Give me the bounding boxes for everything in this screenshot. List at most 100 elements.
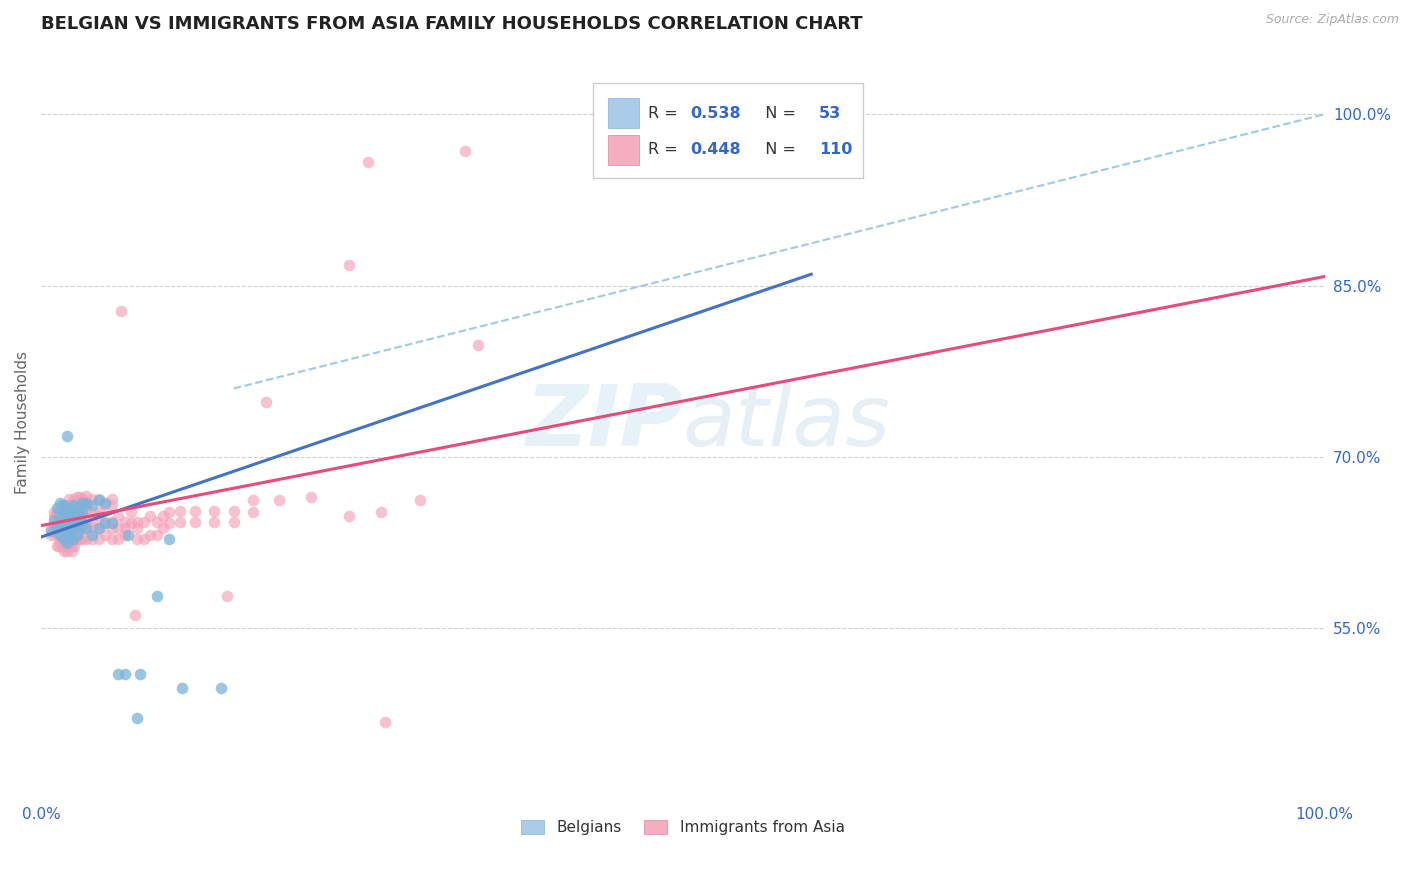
Point	[55, 533, 77, 547]
Point	[53, 533, 76, 547]
Point	[75, 498, 97, 512]
Point	[94, 515, 117, 529]
Point	[53, 533, 76, 547]
Point	[48, 518, 70, 533]
Point	[184, 515, 207, 529]
Point	[51, 498, 73, 512]
Point	[100, 515, 122, 529]
Point	[63, 533, 86, 547]
Point	[75, 521, 97, 535]
Point	[75, 515, 97, 529]
Point	[53, 525, 76, 540]
Point	[49, 527, 72, 541]
Point	[82, 492, 104, 507]
Point	[51, 525, 73, 540]
Point	[58, 501, 80, 516]
Point	[159, 533, 181, 547]
Point	[45, 501, 67, 516]
Point	[75, 505, 97, 519]
FancyBboxPatch shape	[609, 135, 640, 165]
Point	[100, 533, 122, 547]
Text: R =: R =	[648, 142, 683, 157]
Point	[127, 710, 149, 724]
Point	[107, 667, 129, 681]
Point	[82, 515, 104, 529]
Point	[357, 155, 380, 169]
Point	[42, 516, 65, 531]
Point	[55, 516, 77, 531]
Point	[409, 493, 432, 508]
Point	[53, 500, 76, 515]
Point	[87, 505, 110, 519]
Point	[145, 515, 167, 529]
Point	[42, 513, 65, 527]
FancyBboxPatch shape	[593, 83, 863, 178]
Point	[69, 521, 91, 535]
Point	[70, 505, 93, 519]
Point	[114, 515, 136, 529]
Point	[82, 521, 104, 535]
Point	[117, 527, 139, 541]
Point	[51, 539, 73, 553]
Point	[53, 507, 76, 521]
Text: ZIP: ZIP	[526, 381, 683, 464]
Point	[454, 144, 477, 158]
Point	[60, 533, 83, 547]
Point	[48, 525, 70, 540]
Point	[51, 533, 73, 547]
Point	[53, 538, 76, 552]
Point	[55, 535, 77, 549]
Point	[41, 527, 63, 541]
Point	[63, 539, 86, 553]
Text: 0.448: 0.448	[690, 142, 741, 157]
Point	[129, 667, 152, 681]
Point	[94, 527, 117, 541]
Point	[75, 521, 97, 535]
FancyBboxPatch shape	[609, 98, 640, 128]
Point	[87, 492, 110, 507]
Point	[75, 533, 97, 547]
Point	[58, 509, 80, 524]
Text: 0.538: 0.538	[690, 105, 741, 120]
Point	[63, 509, 86, 524]
Point	[55, 498, 77, 512]
Point	[53, 498, 76, 512]
Point	[145, 527, 167, 541]
Point	[66, 533, 89, 547]
Point	[114, 667, 136, 681]
Point	[107, 533, 129, 547]
Point	[242, 505, 264, 519]
Point	[42, 505, 65, 519]
Point	[53, 518, 76, 533]
Point	[132, 515, 155, 529]
Point	[374, 715, 396, 730]
Text: 110: 110	[818, 142, 852, 157]
Point	[114, 527, 136, 541]
Point	[222, 515, 245, 529]
Point	[58, 498, 80, 512]
Point	[62, 521, 84, 535]
Point	[70, 496, 93, 510]
Point	[49, 509, 72, 524]
Point	[299, 490, 322, 504]
Point	[51, 512, 73, 526]
Point	[169, 504, 191, 518]
Point	[127, 533, 149, 547]
Point	[55, 521, 77, 535]
Point	[100, 492, 122, 507]
Point	[70, 533, 93, 547]
Point	[45, 521, 67, 535]
Point	[60, 521, 83, 535]
Point	[62, 533, 84, 547]
Point	[159, 505, 181, 519]
Point	[132, 533, 155, 547]
Point	[120, 516, 142, 531]
Point	[87, 509, 110, 524]
Point	[58, 521, 80, 535]
Point	[48, 512, 70, 526]
Point	[55, 543, 77, 558]
Point	[127, 515, 149, 529]
Point	[114, 521, 136, 535]
Text: Source: ZipAtlas.com: Source: ZipAtlas.com	[1265, 13, 1399, 27]
Point	[184, 504, 207, 518]
